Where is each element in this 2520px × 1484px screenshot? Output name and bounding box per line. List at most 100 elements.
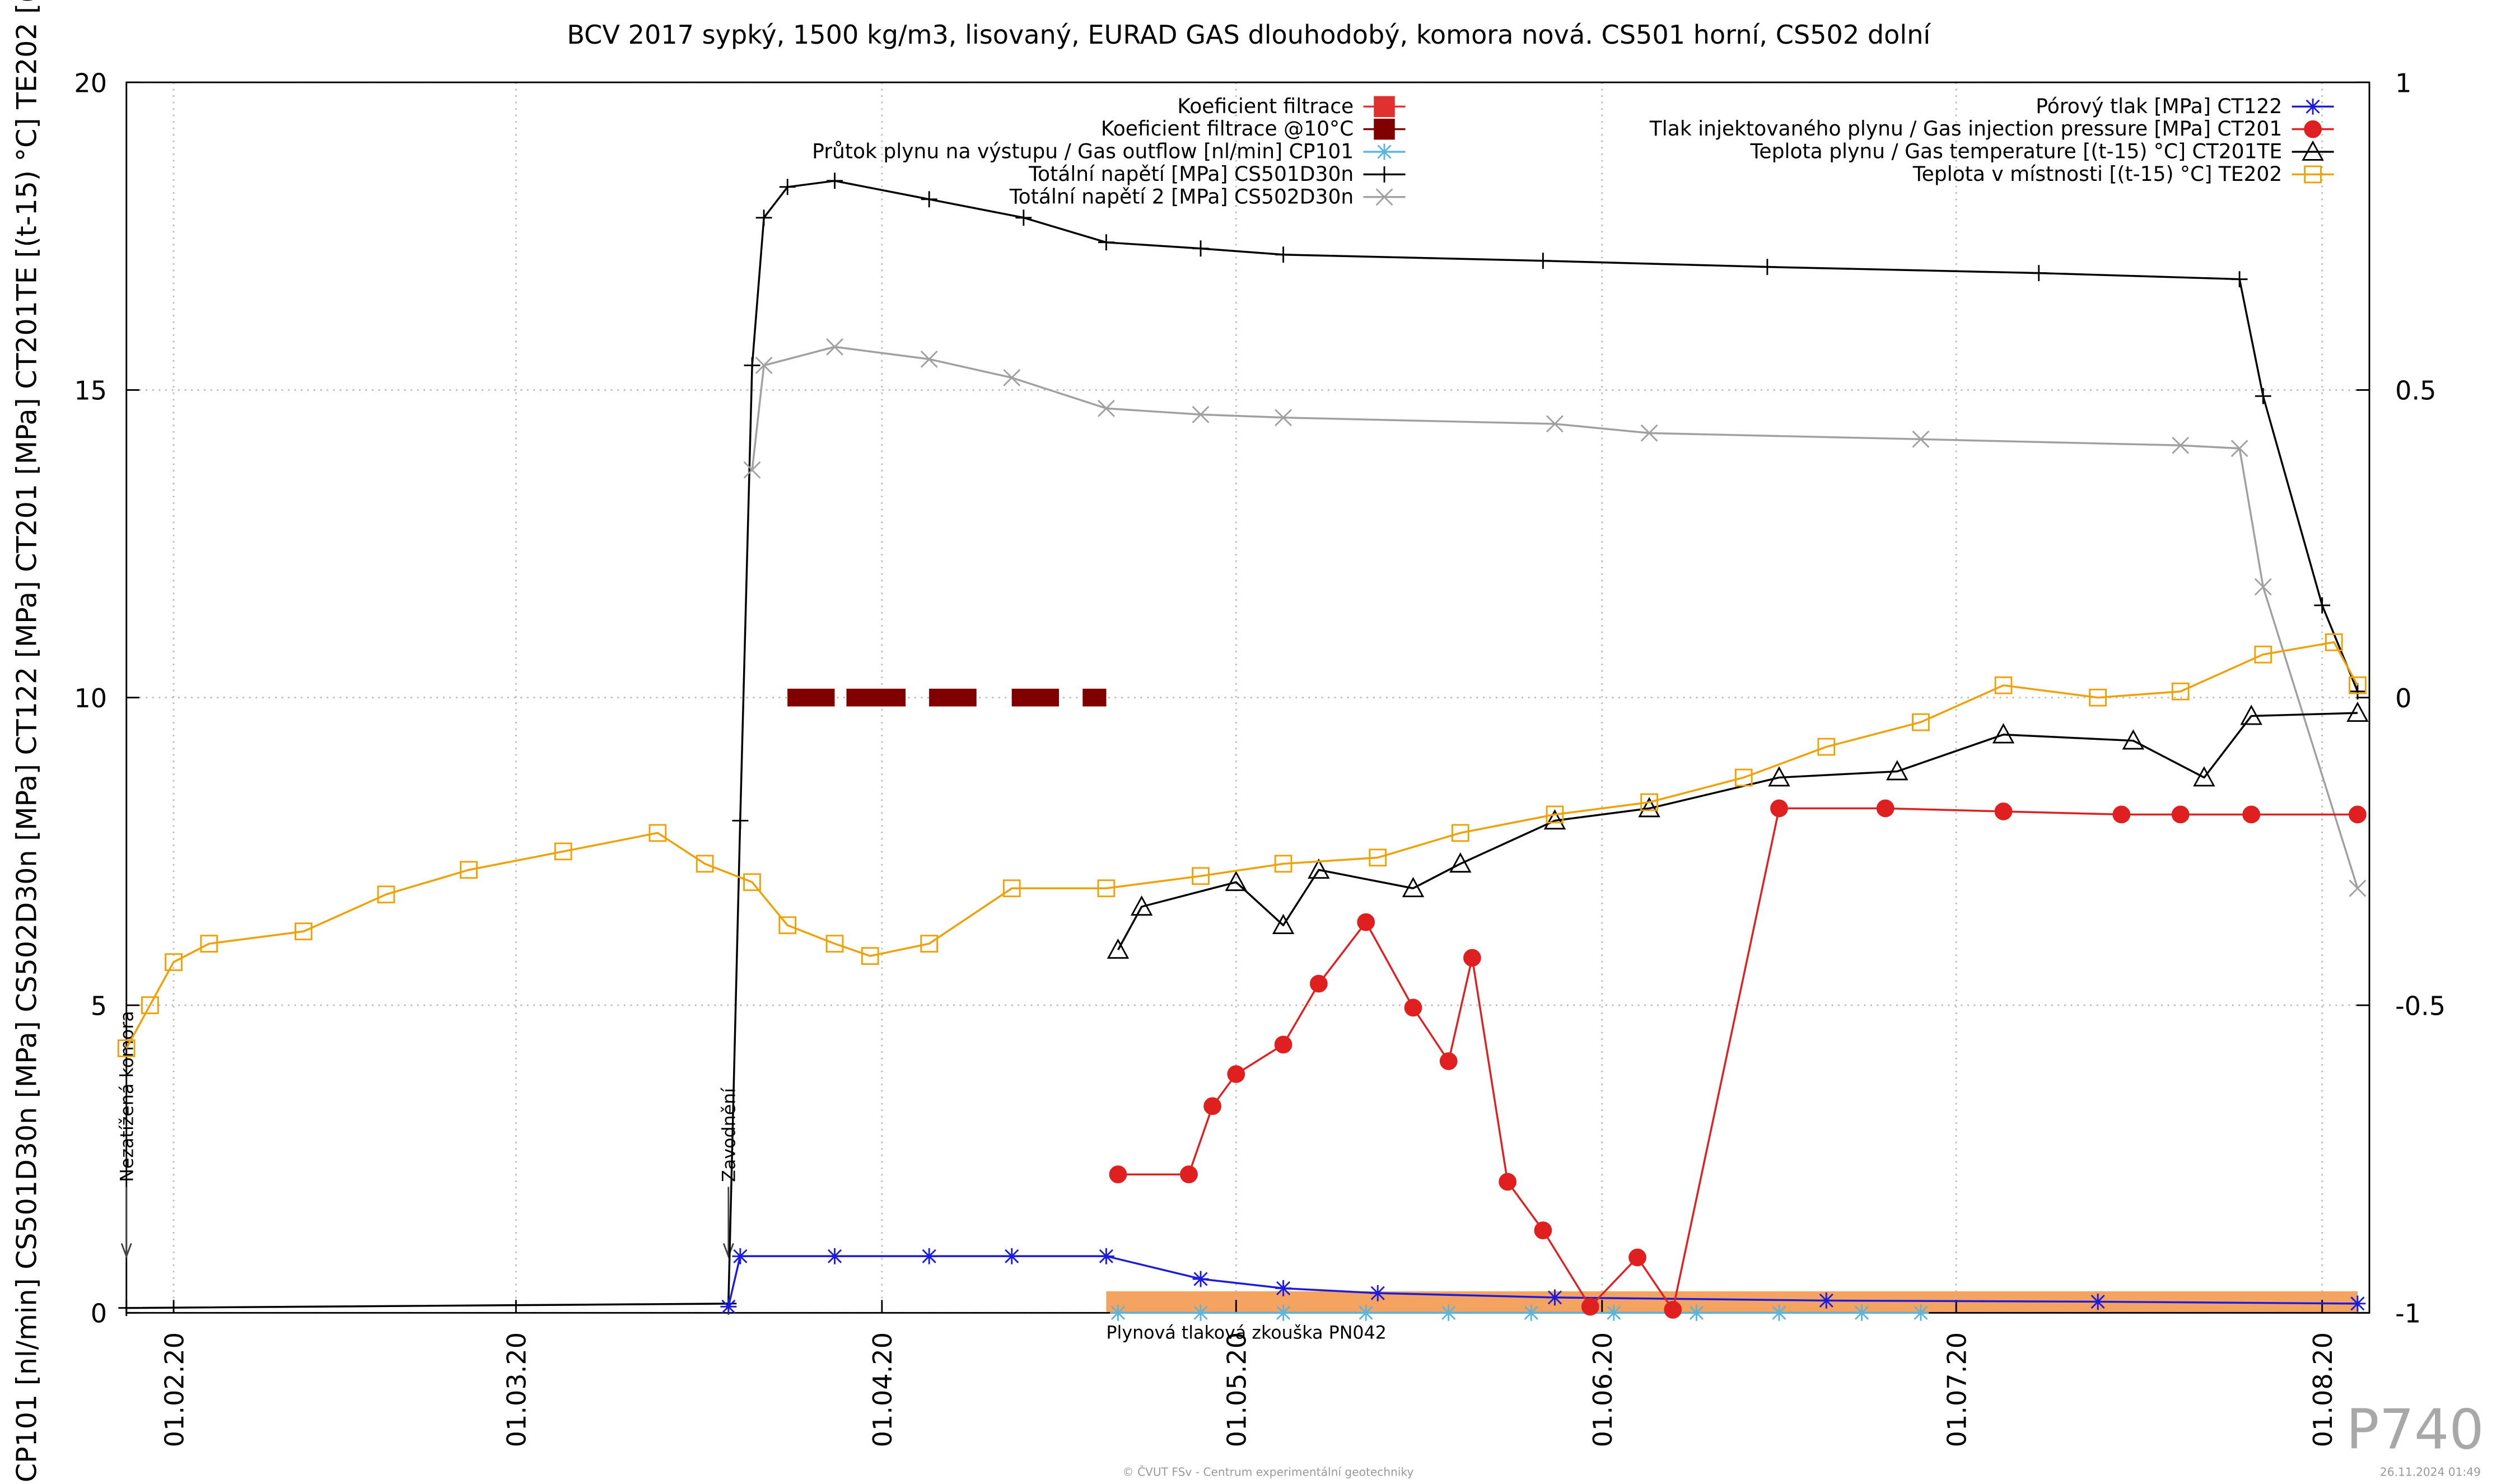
marker-part	[1110, 1304, 1126, 1321]
marker	[295, 922, 312, 941]
marker	[460, 861, 478, 879]
marker-part	[825, 935, 844, 953]
marker	[1097, 879, 1116, 898]
marker	[2172, 436, 2190, 454]
series-line	[125, 641, 2359, 1049]
marker-part	[1628, 1248, 1646, 1267]
marker-part	[1374, 118, 1395, 140]
marker	[1534, 253, 1551, 269]
marker-part	[1404, 998, 1422, 1017]
annotation-arrowhead	[722, 1243, 734, 1259]
marker-part	[1546, 415, 1564, 433]
marker	[2171, 682, 2190, 701]
marker-part	[1225, 870, 1248, 892]
marker	[1275, 1304, 1292, 1321]
marker	[1818, 1292, 1835, 1309]
marker-part	[732, 1248, 749, 1264]
marker-part	[1912, 713, 1930, 731]
marker-part	[1543, 809, 1566, 830]
marker-part	[1912, 430, 1930, 448]
marker-part	[1309, 974, 1328, 993]
marker-part	[1770, 799, 1788, 818]
marker	[1606, 1304, 1622, 1321]
series-line	[1117, 712, 2358, 950]
marker	[1374, 118, 1395, 140]
marker-part	[1275, 1304, 1292, 1321]
marker-part	[1376, 166, 1393, 183]
marker	[921, 191, 937, 208]
y-tick-label: 10	[74, 683, 107, 713]
marker-part	[1192, 405, 1210, 423]
marker	[1449, 852, 1472, 873]
marker-part	[1439, 1052, 1458, 1070]
marker-part	[2254, 578, 2272, 596]
marker	[141, 996, 159, 1014]
marker	[1854, 1304, 1870, 1321]
marker	[2031, 265, 2047, 282]
marker-part	[732, 813, 749, 829]
marker	[1734, 768, 1753, 787]
marker-part	[744, 357, 760, 374]
marker	[2255, 388, 2271, 404]
marker	[1992, 723, 2015, 744]
marker	[2304, 165, 2322, 184]
marker	[827, 172, 843, 189]
marker	[2089, 1294, 2106, 1310]
marker-part	[779, 179, 796, 195]
marker	[1664, 1300, 1682, 1319]
marker-part	[1097, 879, 1116, 898]
marker-part	[861, 947, 879, 965]
marker-part	[1369, 848, 1387, 867]
x-tick-label: 01.05.20	[1222, 1332, 1252, 1447]
marker	[861, 947, 879, 965]
marker	[1994, 802, 2013, 820]
marker	[1994, 676, 2013, 694]
y2-tick-label: 1	[2395, 68, 2411, 98]
marker-part	[1097, 399, 1115, 417]
marker	[2242, 805, 2261, 824]
marker-part	[1876, 799, 1894, 818]
marker-part	[1357, 913, 1375, 931]
marker-part	[2304, 120, 2322, 138]
marker-part	[1272, 913, 1295, 935]
marker	[779, 179, 796, 195]
marker	[1546, 805, 1564, 824]
marker-part	[200, 935, 218, 953]
marker-part	[1192, 867, 1210, 885]
marker-part	[1771, 1304, 1788, 1321]
marker-part	[1523, 1304, 1539, 1321]
marker-part	[1449, 852, 1472, 873]
marker	[554, 842, 572, 861]
marker	[1192, 1304, 1209, 1321]
marker	[1192, 240, 1209, 257]
marker	[732, 1248, 749, 1264]
footer: © ČVUT FSv - Centrum experimentální geot…	[1122, 1466, 1413, 1479]
marker	[1275, 1280, 1292, 1296]
marker-part	[743, 873, 761, 892]
marker	[744, 357, 760, 374]
marker	[1097, 399, 1115, 417]
marker	[743, 461, 761, 479]
marker-part	[2349, 683, 2366, 700]
marker-part	[648, 824, 667, 842]
marker	[1015, 209, 1032, 226]
y2-tick-label: -0.5	[2395, 991, 2446, 1021]
marker-part	[1180, 1165, 1198, 1184]
y2-tick-label: 0.5	[2395, 376, 2436, 406]
marker	[1098, 234, 1114, 251]
marker	[1771, 1304, 1788, 1321]
marker	[755, 356, 773, 374]
marker	[2302, 140, 2324, 161]
marker	[1534, 1221, 1552, 1239]
marker-part	[1463, 949, 1481, 967]
marker	[1275, 246, 1292, 263]
series-line	[1118, 807, 2358, 1311]
marker-part	[2171, 682, 2190, 701]
timestamp: 26.11.2024 01:49	[2380, 1466, 2481, 1479]
marker-part	[2254, 645, 2272, 664]
marker	[1180, 1165, 1198, 1184]
marker	[1376, 166, 1393, 183]
marker	[1628, 1248, 1646, 1267]
marker	[696, 855, 714, 873]
